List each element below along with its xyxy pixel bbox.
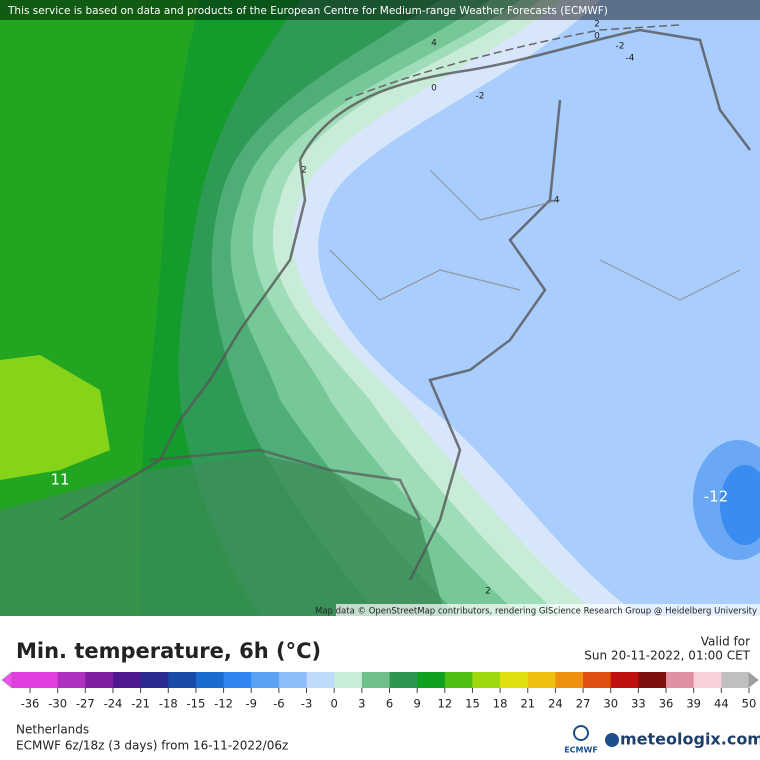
color-swatch — [140, 672, 169, 688]
color-swatch — [472, 672, 501, 688]
color-swatch — [721, 672, 749, 688]
color-swatch — [583, 672, 612, 688]
color-swatch — [666, 672, 695, 688]
legend-arrow — [1, 671, 13, 689]
attribution: This service is based on data and produc… — [7, 5, 608, 17]
contour-label: 4 — [431, 39, 437, 49]
border — [149, 448, 422, 521]
tick-label: 50 — [742, 697, 757, 711]
color-swatch — [444, 672, 473, 688]
contour-label: -4 — [626, 54, 635, 64]
tick-label: -9 — [245, 697, 256, 711]
tick-label: 27 — [576, 697, 591, 711]
islands — [344, 24, 681, 101]
legend-title: Min. temperature, 6h (°C) — [16, 639, 321, 663]
tick-label: 21 — [520, 697, 535, 711]
tick-label: -21 — [131, 697, 150, 711]
color-swatch — [693, 672, 722, 688]
tick-label: 33 — [631, 697, 646, 711]
color-swatch — [223, 672, 252, 688]
brand-icon — [605, 733, 619, 747]
credit-bg — [336, 604, 760, 616]
contour-label: 2 — [594, 20, 600, 30]
coastline — [298, 28, 751, 161]
map: This service is based on data and produc… — [0, 0, 760, 616]
tick-label: 36 — [659, 697, 674, 711]
region-border — [329, 169, 741, 301]
color-swatch — [334, 672, 363, 688]
ecmwf-icon — [573, 725, 589, 741]
tick-label: 0 — [331, 697, 338, 711]
region: Netherlands — [16, 723, 89, 737]
color-swatch — [278, 672, 308, 688]
color-swatch — [389, 672, 418, 688]
color-swatch — [195, 672, 225, 688]
contour-labels: 2 0 4 -2 -4 0 -2 2 -4 11 -12 2 — [50, 20, 728, 597]
tick-label: 39 — [686, 697, 701, 711]
tick-label: -15 — [187, 697, 206, 711]
color-swatch — [555, 672, 584, 688]
colorbar — [12, 672, 749, 688]
tick-label: 30 — [603, 697, 618, 711]
tick-label: -24 — [104, 697, 123, 711]
color-swatch — [85, 672, 114, 688]
legend-panel: Min. temperature, 6h (°C) Valid for Sun … — [1, 635, 760, 755]
model-run: ECMWF 6z/18z (3 days) from 16-11-2022/06… — [16, 739, 288, 753]
color-swatch — [610, 672, 639, 688]
contour-label: 2 — [485, 587, 491, 597]
contour-label: 2 — [301, 166, 307, 176]
tick-label: 6 — [386, 697, 393, 711]
contour-label: -2 — [616, 42, 625, 52]
tick-label: -18 — [159, 697, 178, 711]
tick-label: -30 — [48, 697, 67, 711]
tick-label: 18 — [493, 697, 508, 711]
tick-label: -6 — [273, 697, 284, 711]
color-swatch — [112, 672, 142, 688]
brand: meteologix.com — [620, 730, 760, 749]
tick-label: -12 — [214, 697, 233, 711]
tick-label: -27 — [76, 697, 95, 711]
tick-label: -3 — [301, 697, 312, 711]
map-credit: Map data © OpenStreetMap contributors, r… — [315, 607, 757, 617]
color-swatch — [527, 672, 556, 688]
valid-label: Valid for — [701, 635, 750, 649]
contour-label: -12 — [704, 488, 729, 506]
tick-label: 9 — [413, 697, 420, 711]
color-swatch — [251, 672, 280, 688]
tick-label: 44 — [714, 697, 729, 711]
color-swatch — [417, 672, 446, 688]
cold-area — [720, 465, 760, 545]
tick-label: 12 — [437, 697, 452, 711]
tick-label: 24 — [548, 697, 563, 711]
color-swatch — [638, 672, 667, 688]
tick-label: 3 — [358, 697, 365, 711]
color-swatch — [12, 672, 59, 688]
valid-time: Sun 20-11-2022, 01:00 CET — [584, 649, 750, 663]
contour-label: -4 — [551, 196, 560, 206]
contour-label: 0 — [594, 32, 600, 42]
legend-arrow — [747, 671, 759, 689]
tick-label: -36 — [21, 697, 40, 711]
color-swatch — [168, 672, 197, 688]
coastline — [59, 159, 307, 522]
land-area — [0, 455, 445, 616]
color-swatch — [361, 672, 390, 688]
ecmwf-logo: ECMWF — [564, 746, 598, 755]
contour-label: 0 — [431, 84, 437, 94]
warm-area — [0, 355, 110, 480]
color-swatch — [306, 672, 335, 688]
tick-label: 15 — [465, 697, 480, 711]
contour-label: 11 — [50, 471, 69, 489]
color-swatch — [500, 672, 529, 688]
border — [408, 99, 562, 581]
color-swatch — [57, 672, 86, 688]
contour-label: -2 — [476, 92, 485, 102]
header-bar — [0, 0, 760, 20]
